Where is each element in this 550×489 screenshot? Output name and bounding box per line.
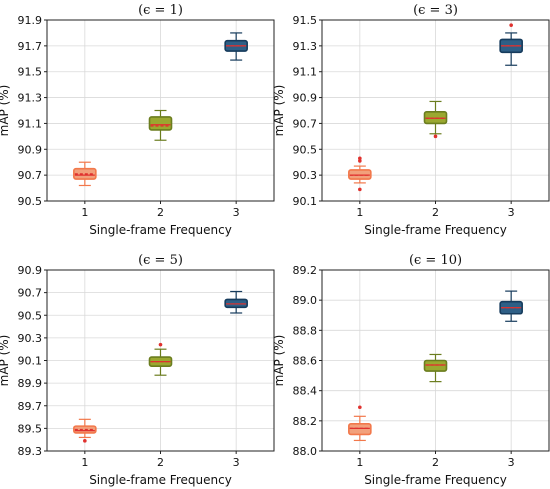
x-axis-label: Single-frame Frequency (89, 223, 232, 237)
y-tick-label: 88.8 (293, 324, 318, 337)
y-tick-label: 90.5 (293, 143, 318, 156)
y-tick-label: 90.7 (18, 287, 43, 300)
x-tick-label: 3 (508, 206, 515, 219)
subplot-1: 90.5 90.7 90.9 91.1 91.3 91.5 91.7 91.9 1 2 3 (ϵ = … (0, 3, 275, 237)
box-category-1 (348, 405, 372, 442)
y-tick-label: 88.2 (293, 415, 318, 428)
y-tick-label: 88.6 (293, 355, 318, 368)
x-tick-label: 2 (157, 456, 164, 469)
x-tick-label: 1 (81, 206, 88, 219)
y-tick-label: 90.3 (293, 169, 318, 182)
plot-frame (46, 19, 275, 202)
x-tick-label: 2 (432, 206, 439, 219)
y-tick-label: 91.1 (18, 117, 43, 130)
y-tick-label: 91.9 (18, 14, 43, 27)
x-tick-label: 1 (356, 456, 363, 469)
y-tick-label: 89.5 (18, 422, 43, 435)
subplot-3: 89.3 89.5 89.7 89.9 90.1 90.3 90.5 90.7 90.9 1 2 3 (… (0, 253, 275, 487)
y-tick-label: 89.0 (293, 294, 318, 307)
outlier-point (158, 342, 163, 347)
outlier-point (358, 156, 362, 161)
box-category-2 (148, 342, 173, 376)
x-axis-label: Single-frame Frequency (364, 473, 507, 487)
subplot-title: (ϵ = 5) (138, 253, 183, 268)
y-tick-label: 90.9 (293, 92, 318, 105)
box-category-1 (348, 156, 372, 192)
plot-frame (321, 19, 550, 202)
y-tick-label: 88.0 (293, 445, 318, 458)
x-tick-label: 1 (81, 456, 88, 469)
iqr-box (348, 423, 372, 436)
subplot-4: 88.0 88.2 88.4 88.6 88.8 89.0 89.2 1 2 3 (ϵ = 10) S… (272, 253, 550, 487)
box-category-3 (499, 23, 523, 66)
box-category-3 (224, 32, 248, 61)
x-axis-label: Single-frame Frequency (364, 223, 507, 237)
y-tick-label: 90.9 (18, 264, 43, 277)
outlier-point (358, 405, 362, 410)
outlier-point (358, 187, 362, 192)
y-tick-label: 90.1 (293, 195, 318, 208)
y-tick-label: 90.5 (18, 195, 43, 208)
y-tick-label: 90.7 (293, 117, 318, 130)
iqr-box (148, 116, 173, 131)
y-tick-label: 91.5 (293, 14, 318, 27)
y-tick-label: 90.1 (18, 355, 43, 368)
box-category-2 (423, 353, 448, 383)
plot-frame (46, 269, 275, 452)
box-category-2 (423, 100, 448, 139)
y-tick-label: 89.3 (18, 445, 43, 458)
y-axis-label: mAP (%) (0, 85, 11, 137)
iqr-box (423, 110, 448, 125)
outlier-point (433, 134, 438, 139)
outlier-point (509, 23, 513, 27)
x-tick-label: 3 (508, 456, 515, 469)
y-tick-label: 91.5 (18, 66, 43, 79)
x-tick-label: 3 (233, 206, 240, 219)
subplot-title: (ϵ = 3) (413, 3, 458, 18)
outlier-point (358, 159, 362, 163)
box-category-1 (73, 161, 97, 187)
y-tick-label: 91.1 (293, 66, 318, 79)
y-tick-label: 89.2 (293, 264, 318, 277)
y-tick-label: 89.7 (18, 400, 43, 413)
x-tick-label: 1 (356, 206, 363, 219)
subplot-title: (ϵ = 1) (138, 3, 183, 18)
y-axis-label: mAP (%) (272, 85, 286, 137)
y-axis-label: mAP (%) (0, 335, 11, 387)
subplot-title: (ϵ = 10) (409, 253, 462, 268)
x-tick-label: 2 (432, 456, 439, 469)
outlier-point (83, 439, 87, 443)
x-axis-label: Single-frame Frequency (89, 473, 232, 487)
y-tick-label: 91.3 (18, 92, 43, 105)
iqr-box (348, 169, 372, 180)
box-category-3 (224, 290, 248, 314)
y-tick-label: 89.9 (18, 377, 43, 390)
plot-frame (321, 269, 550, 452)
x-tick-label: 3 (233, 456, 240, 469)
y-tick-label: 88.4 (293, 385, 318, 398)
y-tick-label: 90.9 (18, 143, 43, 156)
y-axis-label: mAP (%) (272, 335, 286, 387)
y-tick-label: 90.5 (18, 309, 43, 322)
box-category-1 (73, 418, 97, 443)
subplot-2: 90.1 90.3 90.5 90.7 90.9 91.1 91.3 91.5 1 2 3 (ϵ = … (272, 3, 550, 237)
box-category-3 (499, 290, 523, 322)
box-category-2 (148, 109, 173, 141)
y-tick-label: 90.3 (18, 332, 43, 345)
x-tick-label: 2 (157, 206, 164, 219)
iqr-box (423, 359, 448, 372)
y-tick-label: 91.3 (293, 40, 318, 53)
y-tick-label: 90.7 (18, 169, 43, 182)
y-tick-label: 91.7 (18, 40, 43, 53)
